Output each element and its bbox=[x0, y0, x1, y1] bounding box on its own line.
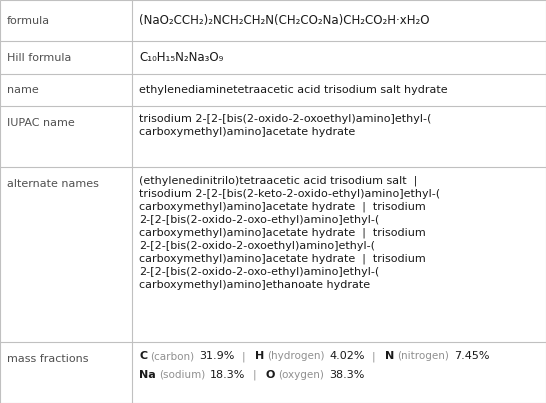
Text: (ethylenedinitrilo)tetraacetic acid trisodium salt  |
trisodium 2-[2-[bis(2-keto: (ethylenedinitrilo)tetraacetic acid tris… bbox=[139, 175, 440, 290]
Text: C: C bbox=[139, 351, 147, 361]
Text: |: | bbox=[372, 351, 376, 362]
Text: (carbon): (carbon) bbox=[150, 351, 194, 361]
Text: N: N bbox=[385, 351, 394, 361]
Text: ethylenediaminetetraacetic acid trisodium salt hydrate: ethylenediaminetetraacetic acid trisodiu… bbox=[139, 85, 448, 95]
Text: trisodium 2-[2-[bis(2-oxido-2-oxoethyl)amino]ethyl-(
carboxymethyl)amino]acetate: trisodium 2-[2-[bis(2-oxido-2-oxoethyl)a… bbox=[139, 114, 431, 137]
Text: (sodium): (sodium) bbox=[159, 370, 205, 380]
Text: name: name bbox=[7, 85, 39, 95]
Text: |: | bbox=[252, 370, 256, 380]
Text: alternate names: alternate names bbox=[7, 179, 99, 189]
Text: (nitrogen): (nitrogen) bbox=[397, 351, 449, 361]
Text: C₁₀H₁₅N₂Na₃O₉: C₁₀H₁₅N₂Na₃O₉ bbox=[139, 51, 223, 64]
Text: (hydrogen): (hydrogen) bbox=[267, 351, 324, 361]
Text: |: | bbox=[242, 351, 245, 362]
Text: H: H bbox=[255, 351, 264, 361]
Text: Na: Na bbox=[139, 370, 156, 380]
Text: 4.02%: 4.02% bbox=[329, 351, 365, 361]
Text: O: O bbox=[265, 370, 275, 380]
Text: 7.45%: 7.45% bbox=[454, 351, 490, 361]
Text: mass fractions: mass fractions bbox=[7, 354, 88, 364]
Text: 18.3%: 18.3% bbox=[210, 370, 246, 380]
Text: (oxygen): (oxygen) bbox=[278, 370, 324, 380]
Text: Hill formula: Hill formula bbox=[7, 52, 72, 62]
Text: 38.3%: 38.3% bbox=[329, 370, 364, 380]
Text: formula: formula bbox=[7, 16, 50, 26]
Text: IUPAC name: IUPAC name bbox=[7, 118, 75, 128]
Text: 31.9%: 31.9% bbox=[199, 351, 235, 361]
Text: (NaO₂CCH₂)₂NCH₂CH₂N(CH₂CO₂Na)CH₂CO₂H·xH₂O: (NaO₂CCH₂)₂NCH₂CH₂N(CH₂CO₂Na)CH₂CO₂H·xH₂… bbox=[139, 14, 430, 27]
